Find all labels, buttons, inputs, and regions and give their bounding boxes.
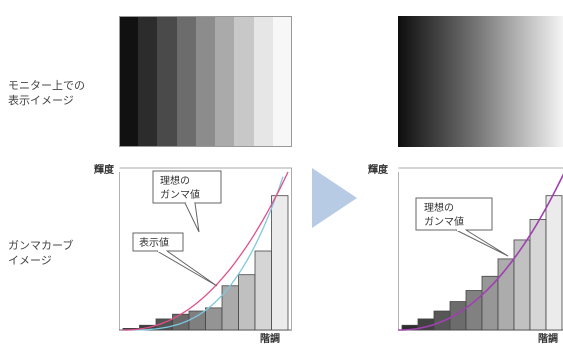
- gamma-bar: [433, 310, 451, 331]
- right-ideal-callout-box: [415, 197, 493, 231]
- left-monitor-display: [119, 16, 292, 147]
- left-ideal-callout-line2: ガンマ値: [160, 188, 200, 201]
- right-ideal-gamma-curve: [398, 173, 563, 331]
- gamma-bar: [481, 275, 499, 331]
- gamma-curve-label-line1: ガンマカーブ: [8, 239, 74, 252]
- display-band: [254, 16, 273, 147]
- right-callouts: 理想の ガンマ値: [415, 197, 509, 257]
- gamma-bar: [188, 310, 206, 331]
- left-ideal-callout-pointer: [184, 202, 200, 233]
- display-value-curve: [123, 176, 284, 331]
- gamma-bar: [238, 274, 256, 331]
- display-band: [196, 16, 215, 147]
- left-display-callout-text: 表示値: [139, 236, 169, 249]
- right-x-axis-label: 階調: [538, 334, 558, 345]
- right-gradient-fill: [398, 16, 563, 147]
- gamma-bar: [271, 195, 289, 331]
- left-callouts: 理想の ガンマ値 表示値: [132, 170, 222, 287]
- left-ideal-callout-box: [152, 170, 222, 204]
- gamma-bar: [205, 307, 223, 331]
- gamma-curve-label-line2: イメージ: [8, 254, 52, 267]
- gamma-bar: [545, 195, 563, 331]
- right-ideal-callout-line2: ガンマ値: [424, 215, 464, 228]
- gamma-curve-label: ガンマカーブ イメージ: [8, 238, 73, 268]
- right-monitor-display: [398, 16, 563, 147]
- right-ideal-callout-line1: 理想の: [424, 201, 454, 214]
- left-x-axis-label: 階調: [260, 334, 280, 345]
- display-band: [215, 16, 234, 147]
- ideal-gamma-curve: [123, 171, 289, 331]
- display-frame: [119, 16, 292, 147]
- right-y-axis-label: 輝度: [368, 165, 388, 176]
- display-band: [119, 16, 138, 147]
- gamma-bar: [513, 239, 531, 331]
- transition-arrow: [312, 168, 357, 228]
- right-gamma-chart: 理想の ガンマ値: [398, 167, 563, 331]
- left-display-callout-pointer: [156, 250, 218, 287]
- left-gamma-chart: 理想の ガンマ値 表示値: [119, 167, 292, 331]
- left-y-axis-label: 輝度: [94, 165, 114, 176]
- gamma-bar: [254, 250, 272, 331]
- display-band: [273, 16, 292, 147]
- display-band: [177, 16, 196, 147]
- monitor-display-label-line2: 表示イメージ: [8, 94, 74, 107]
- left-ideal-callout-line1: 理想の: [160, 174, 190, 187]
- gamma-bar: [529, 219, 547, 331]
- arrow-shape: [312, 168, 357, 228]
- display-band: [234, 16, 254, 147]
- monitor-display-label: モニター上での 表示イメージ: [8, 78, 85, 108]
- display-band: [157, 16, 177, 147]
- display-band: [138, 16, 157, 147]
- right-ideal-callout-pointer: [455, 229, 509, 257]
- gamma-bar: [172, 313, 190, 331]
- monitor-display-label-line1: モニター上での: [8, 79, 85, 92]
